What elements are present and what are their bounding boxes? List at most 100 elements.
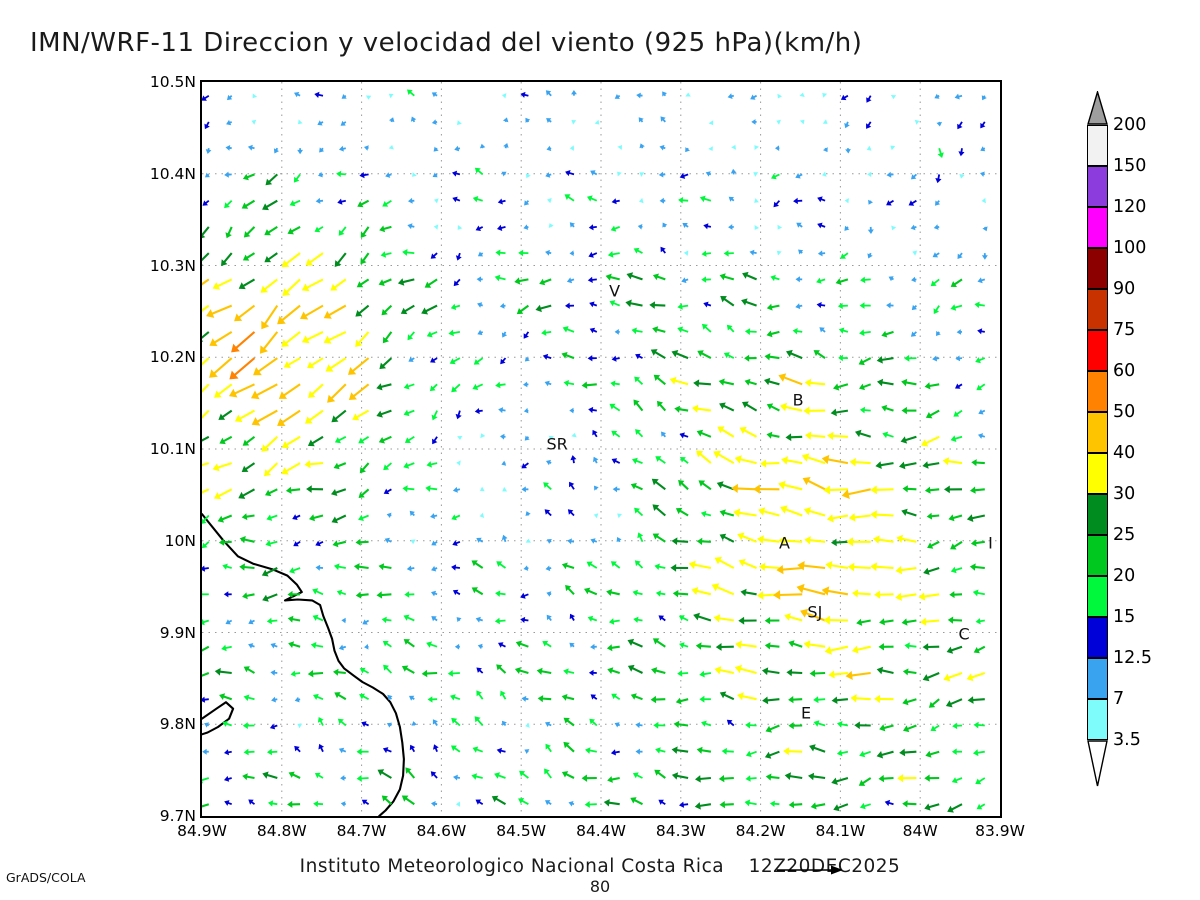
wind-arrow-head xyxy=(639,172,645,177)
wind-arrow-head xyxy=(879,618,885,626)
wind-arrow-shaft xyxy=(950,645,963,652)
wind-arrow-head xyxy=(840,94,847,101)
wind-arrow-head xyxy=(973,749,979,757)
wind-arrow-shaft xyxy=(884,330,894,336)
wind-arrow-head xyxy=(831,696,838,704)
wind-arrow-head xyxy=(432,438,438,445)
wind-arrow-head xyxy=(631,327,637,335)
colorbar-segment xyxy=(1087,289,1108,330)
wind-arrow-head xyxy=(262,771,269,779)
wind-arrow-shaft xyxy=(635,459,643,464)
wind-arrow-head xyxy=(669,376,677,385)
wind-arrow-shaft xyxy=(739,458,757,465)
wind-arrow-shaft xyxy=(693,563,712,570)
wind-arrow-shaft xyxy=(657,457,666,464)
wind-arrow-head xyxy=(833,383,840,391)
coastline xyxy=(202,513,405,816)
wind-arrow-head xyxy=(701,250,707,257)
colorbar-segment xyxy=(1087,617,1108,658)
wind-arrow-head xyxy=(307,361,315,369)
wind-arrow-head xyxy=(903,725,910,733)
wind-arrow-shaft xyxy=(791,642,803,648)
wind-arrow-head xyxy=(910,331,917,337)
wind-arrow-head xyxy=(652,273,659,281)
wind-arrow-head xyxy=(242,439,250,446)
wind-arrow-head xyxy=(519,770,526,777)
y-axis-tick-label: 10.3N xyxy=(149,256,196,275)
wind-arrow-shaft xyxy=(770,304,780,309)
wind-arrow-head xyxy=(652,533,660,540)
wind-arrow-head xyxy=(651,667,658,675)
wind-arrow-head xyxy=(431,565,437,572)
wind-arrow-head xyxy=(524,200,530,206)
wind-arrow-shaft xyxy=(832,671,849,676)
wind-arrow-head xyxy=(283,361,291,368)
wind-arrow-head xyxy=(569,250,574,256)
wind-arrow-head xyxy=(408,197,413,204)
wind-arrow-head xyxy=(471,587,478,594)
wind-arrow-shaft xyxy=(498,666,507,674)
wind-arrow-head xyxy=(700,510,707,518)
wind-arrow-shaft xyxy=(631,640,643,648)
wind-arrow-head xyxy=(608,618,615,625)
wind-arrow-head xyxy=(355,591,362,599)
wind-arrow-head xyxy=(472,383,479,390)
x-axis-tick-label: 84W xyxy=(902,822,938,840)
wind-arrow-shaft xyxy=(383,304,393,314)
wind-arrow-shaft xyxy=(521,772,529,779)
wind-arrow-shaft xyxy=(766,669,780,675)
wind-arrow-shaft xyxy=(633,798,643,806)
wind-arrow-head xyxy=(719,402,726,410)
wind-arrow-head xyxy=(224,800,230,806)
wind-arrow-head xyxy=(913,146,919,151)
wind-arrow-head xyxy=(947,805,954,813)
wind-arrow-head xyxy=(891,251,896,256)
wind-arrow-head xyxy=(475,799,482,805)
wind-arrow-shaft xyxy=(409,331,415,338)
wind-arrow-shaft xyxy=(722,380,735,386)
wind-arrow-head xyxy=(856,618,863,626)
wind-arrow-shaft xyxy=(202,645,210,652)
wind-arrow-shaft xyxy=(306,330,324,341)
wind-arrow-shaft xyxy=(700,431,712,438)
wind-arrow-head xyxy=(977,277,983,284)
wind-arrow-head xyxy=(243,748,249,756)
wind-arrow-head xyxy=(911,174,917,180)
wind-arrow-head xyxy=(378,437,385,444)
wind-arrow-head xyxy=(456,617,462,623)
wind-arrow-head xyxy=(895,566,903,575)
wind-arrow-head xyxy=(825,561,833,570)
wind-arrow-head xyxy=(546,118,552,123)
wind-arrow-head xyxy=(523,407,529,414)
wind-arrow-head xyxy=(886,302,891,309)
wind-arrow-head xyxy=(698,480,706,487)
wind-arrow-shaft xyxy=(564,353,575,360)
wind-arrow-head xyxy=(472,746,479,753)
wind-arrow-head xyxy=(348,367,357,375)
wind-arrow-head xyxy=(366,120,372,125)
wind-arrow-head xyxy=(859,406,865,414)
wind-arrow-head xyxy=(808,772,815,781)
wind-arrow-shaft xyxy=(266,773,278,780)
wind-arrow-head xyxy=(427,696,433,703)
wind-arrow-shaft xyxy=(285,278,301,294)
wind-arrow-shaft xyxy=(227,226,233,236)
wind-arrow-shaft xyxy=(654,669,666,675)
wind-arrow-head xyxy=(278,391,287,399)
wind-arrow-head xyxy=(455,413,462,420)
wind-arrow-head xyxy=(671,537,678,545)
wind-arrow-head xyxy=(589,301,595,308)
wind-arrow-shaft xyxy=(717,453,735,465)
wind-arrow-shaft xyxy=(498,562,507,569)
wind-arrow-head xyxy=(472,196,479,203)
wind-arrow-head xyxy=(975,778,982,785)
wind-arrow-head xyxy=(738,559,746,567)
wind-arrow-head xyxy=(609,300,616,307)
wind-arrow-head xyxy=(355,538,361,546)
wind-arrow-head xyxy=(405,767,412,774)
wind-arrow-head xyxy=(251,417,261,426)
wind-arrow-shaft xyxy=(636,509,644,517)
wind-arrow-head xyxy=(838,327,845,334)
wind-arrow-head xyxy=(262,203,269,211)
wind-arrow-head xyxy=(594,485,599,491)
